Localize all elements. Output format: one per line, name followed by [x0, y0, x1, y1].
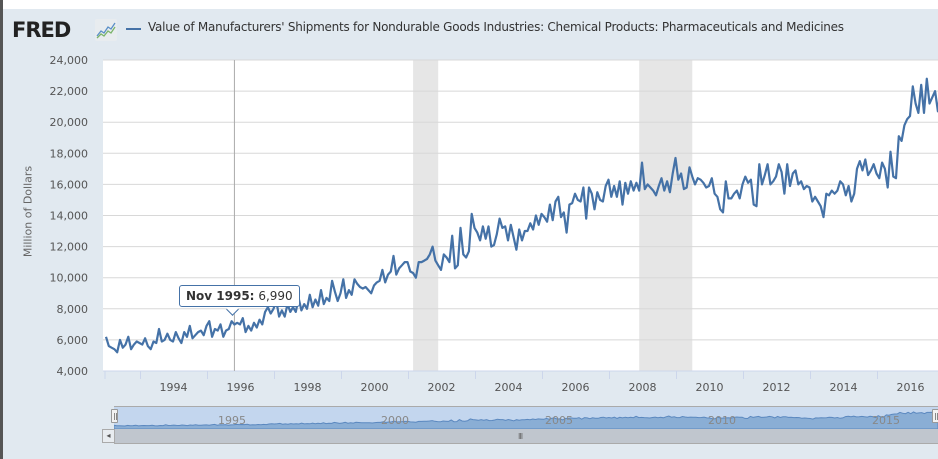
y-tick-label: 24,000 — [50, 54, 89, 67]
navigator-label-1995: 1995 — [218, 414, 246, 427]
top-strip — [3, 0, 938, 9]
legend-series-title[interactable]: Value of Manufacturers' Shipments for No… — [148, 20, 844, 34]
y-tick-label: 20,000 — [50, 116, 89, 129]
navigator-label-2005: 2005 — [545, 414, 573, 427]
navigator-area — [114, 411, 938, 429]
x-tick-label: 2014 — [830, 381, 858, 394]
x-tick-label: 2008 — [629, 381, 657, 394]
navigator-series — [114, 411, 938, 429]
y-tick-label: 22,000 — [50, 85, 89, 98]
legend-swatch — [126, 28, 141, 30]
x-tick-label: 2000 — [361, 381, 389, 394]
chart-plot[interactable]: 4,000 6,000 8,000 10,000 12,000 14,000 16,000 1… — [0, 0, 938, 400]
fred-logo[interactable]: FRED — [12, 18, 71, 42]
x-tick-label: 2004 — [495, 381, 523, 394]
tooltip-value: 6,990 — [258, 289, 293, 303]
x-tick-label: 1996 — [227, 381, 255, 394]
tooltip-date: Nov 1995: — [186, 289, 255, 303]
navigator-left-handle[interactable] — [111, 409, 118, 423]
y-tick-label: 14,000 — [50, 210, 89, 223]
x-tick-label: 2012 — [763, 381, 791, 394]
x-tick-label: 1994 — [160, 381, 188, 394]
navigator-label-2010: 2010 — [708, 414, 736, 427]
y-tick-label: 18,000 — [50, 147, 89, 160]
y-tick-label: 12,000 — [50, 241, 89, 254]
y-tick-label: 10,000 — [50, 272, 89, 285]
scrollbar-grip-icon[interactable]: III — [518, 432, 523, 441]
y-tick-label: 6,000 — [57, 334, 89, 347]
navigator-label-2015: 2015 — [872, 414, 900, 427]
navigator-label-2000: 2000 — [381, 414, 409, 427]
scroll-left-arrow-icon[interactable]: ◂ — [102, 429, 115, 443]
navigator-right-handle[interactable] — [932, 409, 938, 423]
x-tick-label: 2006 — [562, 381, 590, 394]
x-tick-label: 2002 — [428, 381, 456, 394]
series-line[interactable] — [104, 77, 938, 354]
x-tick-label: 2016 — [897, 381, 925, 394]
window-border — [0, 0, 3, 459]
chart-header — [3, 9, 938, 54]
x-tick-label: 1998 — [294, 381, 322, 394]
y-tick-label: 4,000 — [57, 365, 89, 378]
navigator-scrollbar[interactable] — [114, 429, 938, 444]
y-tick-label: 8,000 — [57, 303, 89, 316]
x-tick-label: 2010 — [696, 381, 724, 394]
navigator-range[interactable] — [114, 406, 938, 429]
data-tooltip: Nov 1995: 6,990 — [179, 285, 300, 307]
y-tick-label: 16,000 — [50, 178, 89, 191]
chart-line-icon — [95, 19, 117, 41]
